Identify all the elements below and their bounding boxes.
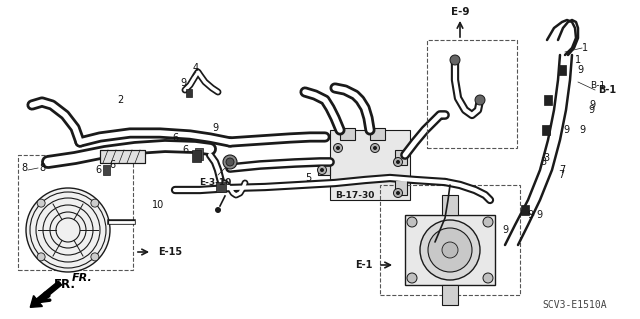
Circle shape (37, 253, 45, 261)
Text: E-9: E-9 (451, 7, 469, 17)
Circle shape (450, 55, 460, 65)
Circle shape (91, 253, 99, 261)
Bar (558, 65, 566, 75)
Circle shape (420, 220, 480, 280)
Text: B-1: B-1 (591, 80, 605, 90)
Bar (186, 89, 192, 97)
Circle shape (373, 146, 377, 150)
Text: 7: 7 (559, 165, 565, 175)
Text: FR.: FR. (40, 278, 76, 301)
Text: 6: 6 (172, 133, 178, 143)
Text: 3: 3 (543, 153, 549, 163)
Bar (103, 165, 110, 175)
Bar (192, 150, 201, 162)
Bar (544, 95, 552, 105)
Text: 5: 5 (305, 173, 311, 183)
Circle shape (317, 166, 326, 174)
Bar (442, 195, 458, 215)
Text: 4: 4 (193, 63, 199, 73)
Text: 6: 6 (95, 165, 101, 175)
Bar (100, 150, 145, 163)
FancyArrow shape (30, 281, 61, 307)
Text: 9: 9 (589, 100, 595, 110)
Circle shape (407, 273, 417, 283)
Bar (216, 182, 226, 192)
Bar (521, 205, 529, 215)
Circle shape (37, 199, 45, 207)
Bar (370, 128, 385, 140)
Bar (542, 125, 550, 135)
Text: 9: 9 (579, 125, 585, 135)
Bar (427, 40, 517, 148)
Circle shape (336, 146, 340, 150)
Text: 1: 1 (575, 55, 581, 65)
Bar (395, 180, 407, 195)
Circle shape (428, 228, 472, 272)
Text: 2: 2 (117, 95, 123, 105)
Bar (340, 128, 355, 140)
Circle shape (226, 158, 234, 166)
Text: B-17-30: B-17-30 (335, 190, 374, 199)
Bar (100, 150, 145, 163)
Bar (318, 163, 330, 175)
Text: 3: 3 (540, 157, 546, 167)
Text: 9: 9 (502, 225, 508, 235)
Text: 9: 9 (212, 123, 218, 133)
Bar (330, 130, 410, 200)
Text: 9: 9 (180, 78, 186, 88)
Circle shape (396, 160, 400, 164)
Text: SCV3-E1510A: SCV3-E1510A (543, 300, 607, 310)
Circle shape (91, 199, 99, 207)
Text: E-3-10: E-3-10 (199, 178, 231, 187)
Circle shape (394, 158, 403, 167)
Text: 6: 6 (182, 145, 188, 155)
Text: 9: 9 (577, 65, 583, 75)
Bar (195, 148, 203, 160)
Circle shape (215, 207, 221, 213)
Circle shape (320, 168, 324, 172)
Bar (18, 155, 133, 270)
Text: 8: 8 (21, 163, 27, 173)
Circle shape (483, 273, 493, 283)
Circle shape (333, 144, 342, 152)
Text: 9: 9 (536, 210, 542, 220)
Circle shape (26, 188, 110, 272)
Text: 9: 9 (563, 125, 569, 135)
Circle shape (475, 95, 485, 105)
Circle shape (407, 217, 417, 227)
Bar (405, 215, 495, 285)
Text: 6: 6 (109, 160, 115, 170)
Bar (395, 150, 407, 165)
Circle shape (396, 191, 400, 195)
Text: 8: 8 (39, 163, 45, 173)
Text: 9: 9 (588, 105, 594, 115)
Circle shape (223, 155, 237, 169)
Text: 7: 7 (558, 170, 564, 180)
Text: 10: 10 (152, 200, 164, 210)
Bar (380, 185, 520, 295)
Text: E-1: E-1 (356, 260, 373, 270)
Circle shape (442, 242, 458, 258)
Text: 1: 1 (582, 43, 588, 53)
Text: E-15: E-15 (158, 247, 182, 257)
Text: 9: 9 (527, 210, 533, 220)
Text: FR.: FR. (72, 273, 93, 283)
Circle shape (483, 217, 493, 227)
Circle shape (371, 144, 380, 152)
Text: B-1: B-1 (598, 85, 616, 95)
Bar (442, 285, 458, 305)
Circle shape (394, 189, 403, 197)
